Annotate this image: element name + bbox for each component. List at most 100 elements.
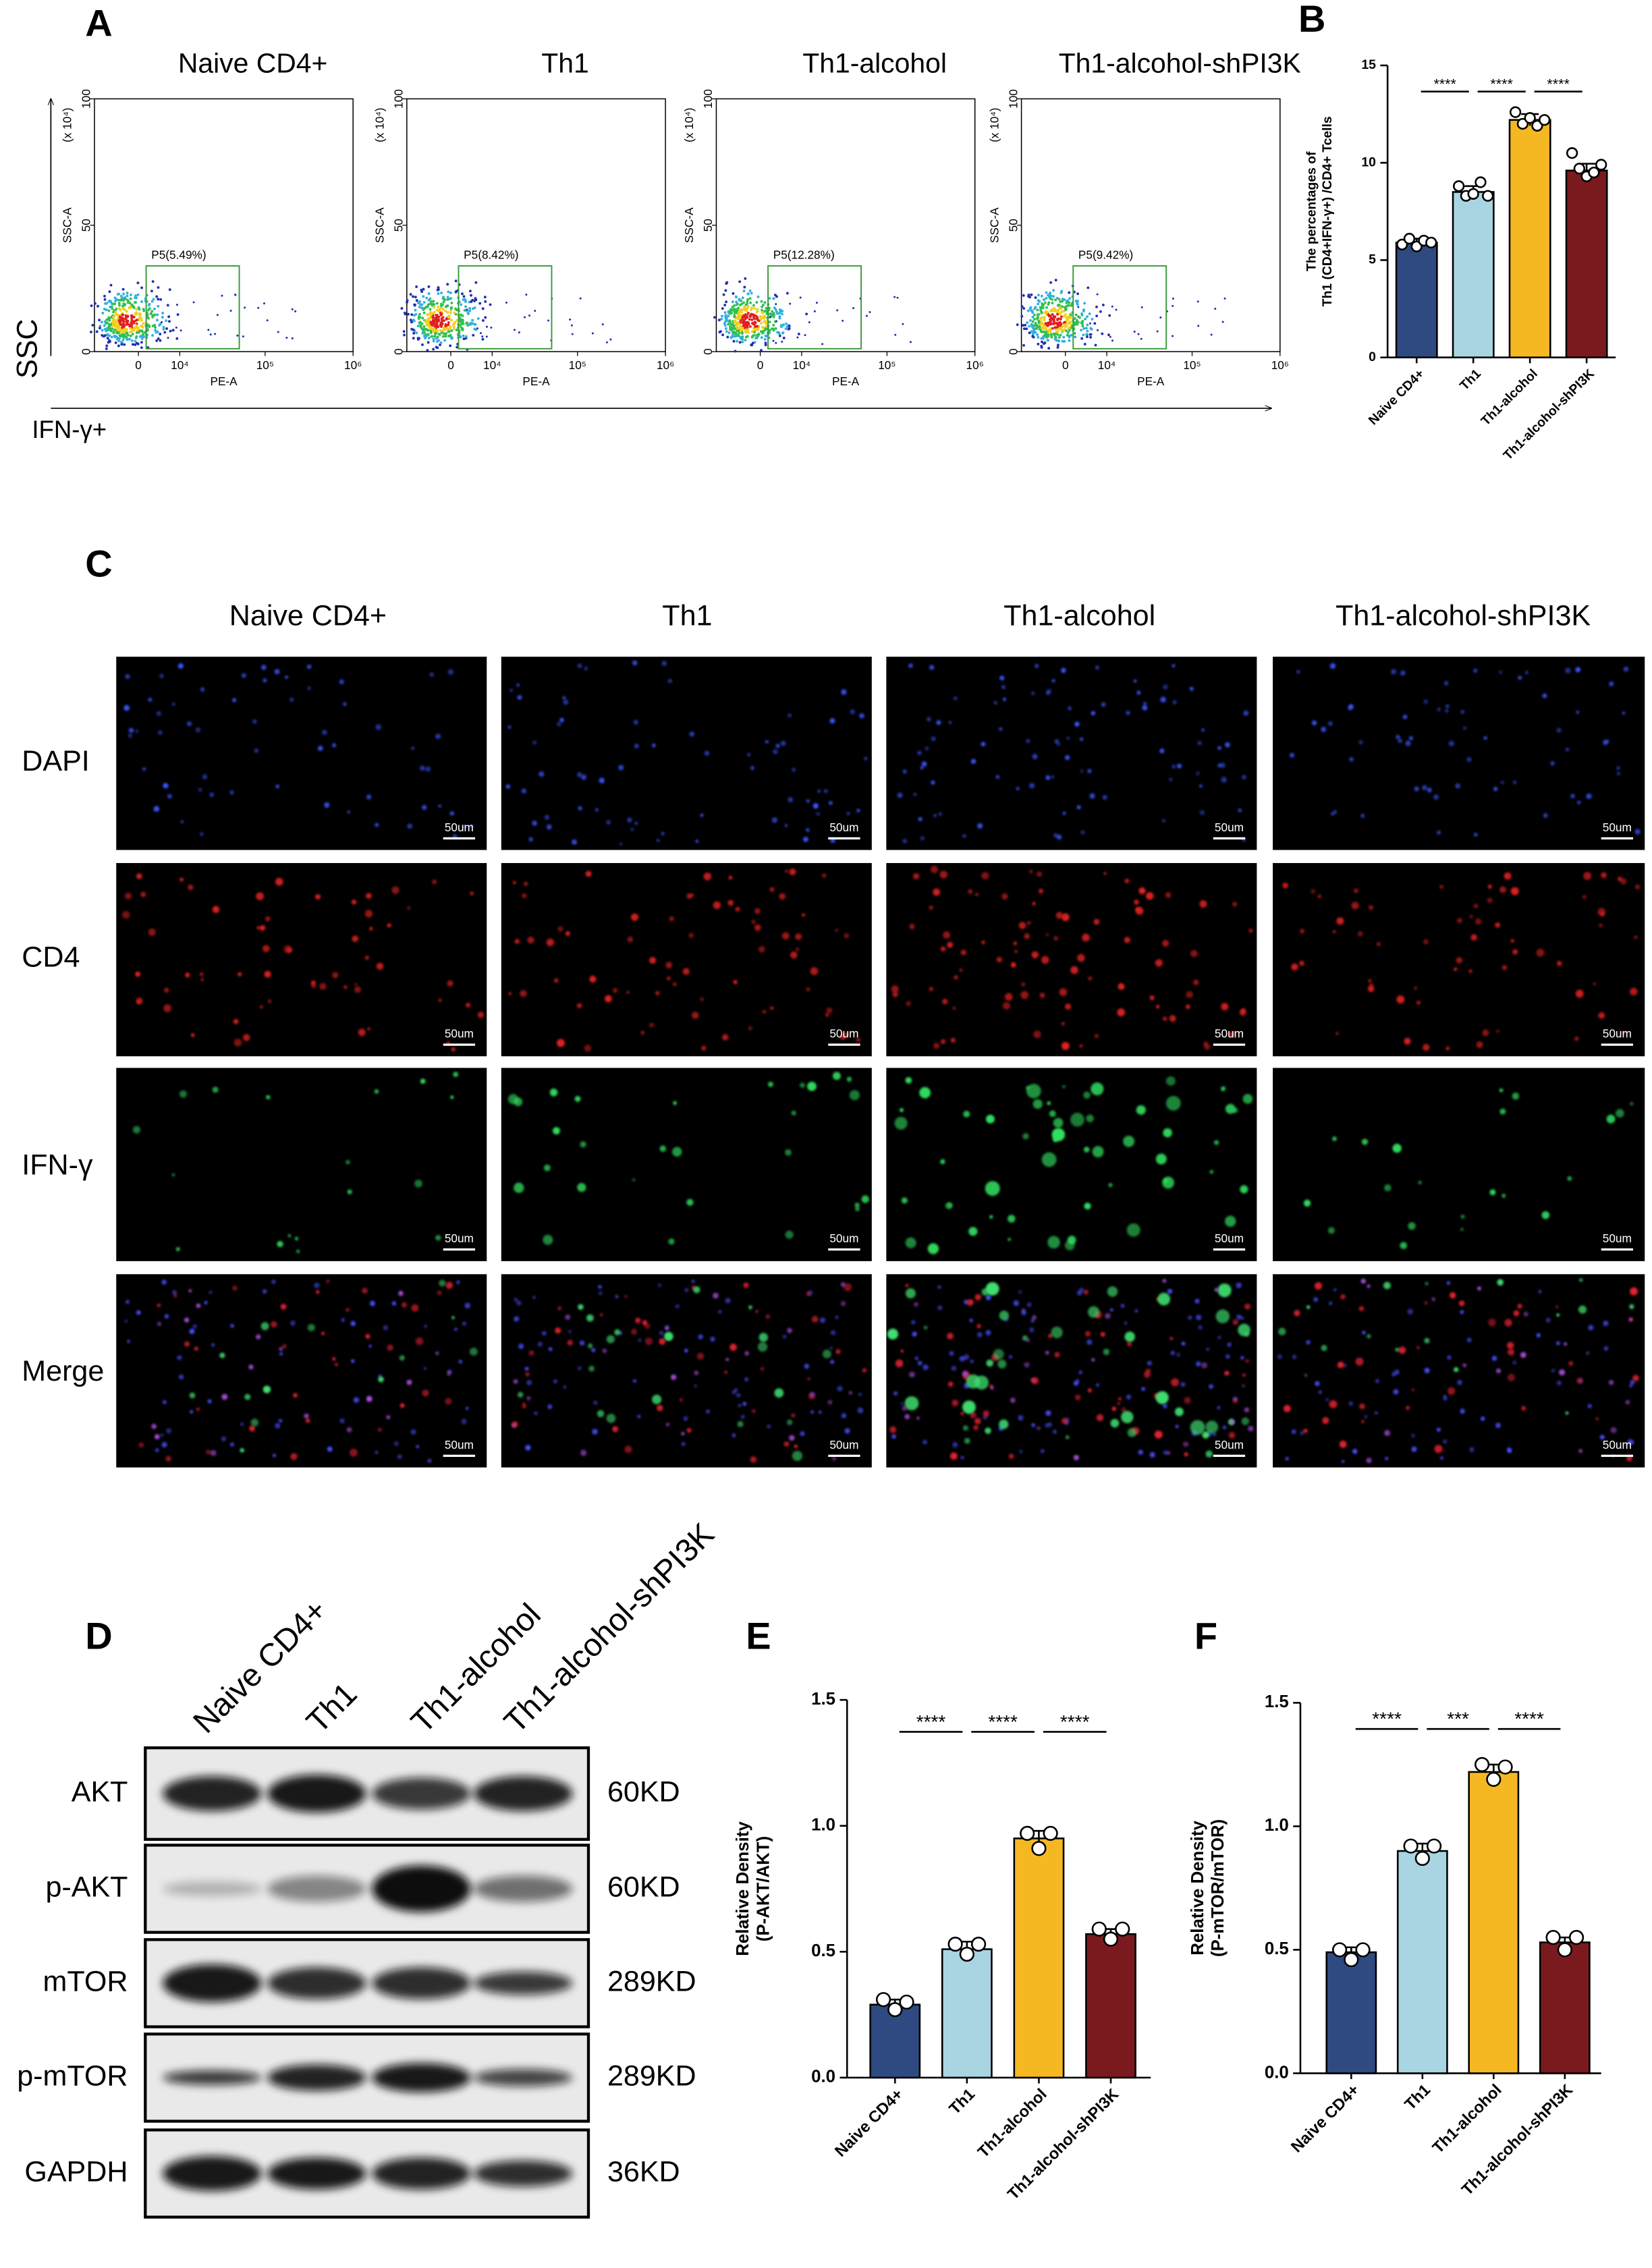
cell [387,923,391,928]
cell [525,1445,531,1451]
event-dot [765,321,768,325]
cell [689,731,694,737]
cell [598,1285,602,1289]
event-dot [114,312,117,316]
cell [788,797,794,803]
cell [939,870,948,879]
cell [1411,1433,1415,1438]
event-dot [437,319,441,323]
event-dot [117,302,121,305]
cell [1603,1346,1609,1351]
cell [1084,1331,1091,1337]
cell [212,1086,219,1093]
gate-label: P5(12.28%) [773,248,835,262]
event-dot [123,298,127,301]
cell [1506,1342,1514,1350]
event-dot [734,332,738,335]
event-dot [1054,326,1057,329]
event-dot [433,310,436,314]
cell [419,765,425,771]
cell [1084,1202,1091,1210]
event-dot [437,286,440,289]
cell [1031,691,1035,696]
event-dot [726,335,729,339]
event-dot [437,292,440,296]
cell [758,945,765,953]
cell [913,1302,918,1307]
event-dot [813,310,816,312]
cell [806,1292,811,1296]
cell [1361,1420,1365,1423]
cell [599,777,605,783]
event-dot [741,332,744,335]
cell [940,946,946,952]
cell [673,1101,677,1105]
cell [1476,1041,1483,1049]
data-point [1566,147,1578,159]
data-point [1497,1759,1513,1775]
event-dot [146,328,149,331]
cell [1241,1317,1244,1320]
event-dot [1068,339,1071,342]
significance-label: **** [988,1711,1018,1732]
event-dot [842,319,844,322]
cell [1384,1184,1392,1192]
event-dot [731,305,734,308]
event-dot [129,327,132,330]
band [267,1967,366,1999]
cell [123,704,130,711]
cell [593,1400,598,1405]
event-dot [426,313,429,316]
event-dot [713,316,716,319]
event-dot [1063,298,1066,301]
event-dot [1210,333,1213,336]
cell [1473,669,1478,673]
band [267,2064,366,2091]
event-dot [147,316,150,320]
event-dot [1041,327,1043,330]
event-dot [753,307,756,310]
event-dot [1034,322,1037,325]
event-dot [754,337,758,339]
event-dot [146,325,149,328]
cell [1460,1408,1465,1414]
event-dot [1047,303,1050,306]
cell [559,717,564,723]
cell [718,1310,722,1314]
event-dot [605,341,608,343]
event-dot [721,307,724,310]
event-dot [462,337,466,341]
event-dot [442,300,445,304]
event-dot [449,326,452,329]
cell [832,1072,841,1080]
event-dot [168,320,171,323]
event-dot [163,331,167,334]
event-dot [132,306,136,309]
cell [962,1370,968,1377]
cell [1225,1103,1236,1114]
cell [1162,1016,1167,1022]
cell [1236,1314,1242,1320]
event-dot [400,307,404,310]
event-dot [468,323,471,326]
event-dot [1059,317,1062,321]
cell [1629,1384,1633,1388]
cell [1068,706,1072,711]
cell [1086,1114,1094,1123]
event-dot [431,335,434,338]
scale-bar-label: 50um [1215,1027,1244,1041]
event-dot [158,324,161,327]
event-dot [1059,310,1063,314]
size-label: 36KD [607,2155,680,2188]
event-dot [756,328,760,331]
cell [974,1294,982,1301]
event-dot [781,331,785,334]
cell [905,1237,916,1248]
cell [1504,872,1512,880]
event-dot [1045,306,1048,309]
event-dot [412,337,415,340]
event-dot [155,319,159,322]
cell [1217,1283,1232,1298]
event-dot [429,322,433,325]
cell [577,772,582,777]
